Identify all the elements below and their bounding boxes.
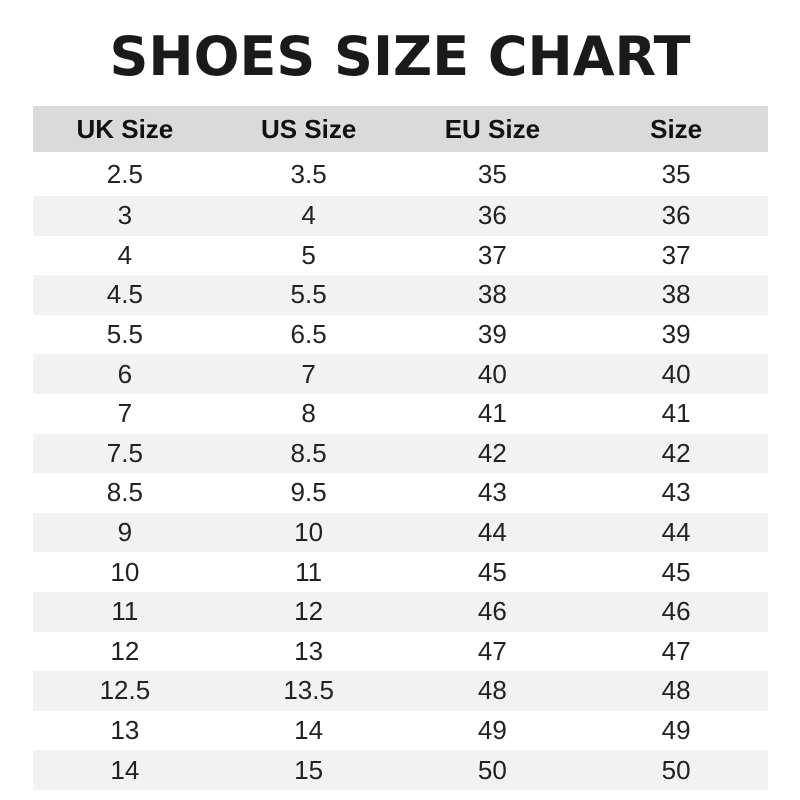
cell-size: 46	[584, 591, 768, 632]
cell-uk-size: 6	[33, 354, 217, 394]
table-row: 14 15 50 50	[33, 750, 768, 790]
header-size: Size	[584, 106, 768, 152]
cell-us-size: 11	[295, 556, 323, 587]
cell-eu-size: 40	[400, 354, 585, 394]
cell-us-size: 15	[216, 750, 401, 790]
cell-eu-size: 45	[477, 556, 507, 587]
cell-eu-size: 39	[477, 319, 507, 350]
cell-uk-size: 4	[117, 239, 133, 270]
cell-us-size: 10	[216, 512, 401, 553]
cell-us-size: 9.5	[290, 477, 327, 508]
cell-uk-size: 14	[33, 750, 217, 790]
cell-uk-size: 13	[110, 715, 140, 746]
table-row: 4.5 5.5 38 38	[33, 275, 768, 315]
cell-us-size: 5.5	[216, 275, 401, 315]
table-row: 10 11 45 45	[33, 552, 768, 592]
cell-eu-size: 44	[400, 512, 585, 553]
header-uk-size: UK Size	[33, 106, 217, 152]
header-us-size: US Size	[216, 106, 401, 152]
cell-uk-size: 10	[110, 556, 140, 587]
cell-size: 49	[661, 715, 691, 746]
cell-us-size: 3.5	[290, 158, 327, 189]
cell-us-size: 12	[216, 591, 401, 632]
cell-us-size: 13	[294, 635, 324, 666]
cell-size: 48	[584, 671, 768, 711]
cell-size: 40	[584, 354, 768, 394]
cell-uk-size: 9	[33, 512, 217, 553]
table-row: 12 13 47 47	[33, 632, 768, 672]
table-row: 2.5 3.5 35 35	[33, 152, 768, 196]
cell-us-size: 7	[216, 354, 401, 394]
table-row: 9 10 44 44	[33, 512, 768, 553]
table-row: 8.5 9.5 43 43	[33, 473, 768, 513]
cell-us-size: 4	[216, 196, 401, 236]
cell-size: 36	[584, 196, 768, 236]
cell-us-size: 6.5	[290, 319, 327, 350]
cell-eu-size: 50	[400, 750, 585, 790]
cell-us-size: 13.5	[216, 671, 401, 711]
table-row: 7 8 41 41	[33, 394, 768, 434]
size-chart-table: UK Size US Size EU Size Size 2.5 3.5 35 35 3…	[33, 106, 768, 790]
cell-eu-size: 38	[400, 275, 585, 315]
cell-uk-size: 7.5	[33, 433, 217, 474]
table-row: 7.5 8.5 42 42	[33, 433, 768, 474]
cell-size: 43	[661, 477, 691, 508]
cell-uk-size: 12.5	[33, 671, 217, 711]
cell-size: 44	[584, 512, 768, 553]
cell-size: 50	[584, 750, 768, 790]
cell-eu-size: 46	[400, 591, 585, 632]
cell-eu-size: 48	[400, 671, 585, 711]
table-row: 4 5 37 37	[33, 236, 768, 276]
table-row: 6 7 40 40	[33, 354, 768, 394]
cell-us-size: 5	[301, 239, 316, 270]
header-eu-size: EU Size	[400, 106, 585, 152]
cell-eu-size: 35	[477, 158, 507, 189]
table-row: 13 14 49 49	[33, 711, 768, 751]
cell-eu-size: 37	[477, 239, 507, 270]
header-row: UK Size US Size EU Size Size	[33, 106, 768, 152]
cell-size: 42	[584, 433, 768, 474]
cell-size: 35	[661, 158, 691, 189]
cell-uk-size: 7	[117, 398, 133, 429]
cell-uk-size: 3	[33, 196, 217, 236]
cell-us-size: 8.5	[216, 433, 401, 474]
table-row: 3 4 36 36	[33, 196, 768, 236]
cell-size: 41	[661, 398, 691, 429]
cell-uk-size: 4.5	[33, 275, 217, 315]
table-row: 5.5 6.5 39 39	[33, 315, 768, 355]
cell-us-size: 14	[294, 715, 324, 746]
cell-size: 38	[584, 275, 768, 315]
table-row: 12.5 13.5 48 48	[33, 671, 768, 711]
page-title: SHOES SIZE CHART	[109, 25, 691, 88]
cell-eu-size: 42	[400, 433, 585, 474]
cell-eu-size: 43	[477, 477, 507, 508]
cell-size: 37	[661, 239, 691, 270]
table-row: 11 12 46 46	[33, 591, 768, 632]
cell-size: 47	[661, 635, 691, 666]
cell-eu-size: 47	[477, 635, 507, 666]
cell-uk-size: 11	[33, 591, 217, 632]
cell-eu-size: 49	[477, 715, 507, 746]
cell-eu-size: 41	[477, 398, 507, 429]
cell-uk-size: 12	[110, 635, 140, 666]
cell-size: 39	[661, 319, 691, 350]
cell-uk-size: 8.5	[106, 477, 143, 508]
cell-uk-size: 5.5	[106, 319, 143, 350]
cell-us-size: 8	[301, 398, 316, 429]
table-body: 2.5 3.5 35 35 3 4 36 36 4 5 37 37 4.5 5.5 38 38 5.5 6.5 39…	[33, 152, 768, 790]
cell-uk-size: 2.5	[106, 158, 143, 189]
cell-eu-size: 36	[400, 196, 585, 236]
cell-size: 45	[661, 556, 691, 587]
